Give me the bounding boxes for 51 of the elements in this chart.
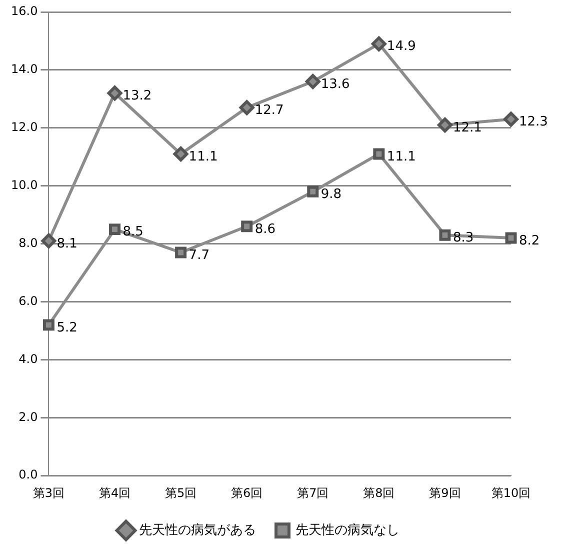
data-label: 8.3 [452,230,474,246]
legend-label: 先天性の病気がある [139,522,256,538]
point [107,86,122,101]
point [175,246,187,258]
x-tick-label: 第10回 [491,486,531,500]
point [42,319,54,331]
data-label: 12.3 [519,114,548,130]
data-label: 8.5 [122,224,144,240]
y-tick-label: 12.0 [11,120,38,134]
data-label: 12.7 [254,102,284,118]
y-tick-label: 10.0 [11,178,38,192]
point [437,118,452,133]
data-label: 8.6 [254,222,276,237]
y-tick-label: 14.0 [11,62,38,76]
x-tick-label: 第3回 [32,486,65,500]
point [307,186,319,198]
x-tick-label: 第9回 [429,486,461,500]
x-tick-label: 第8回 [363,486,395,500]
y-tick-label: 8.0 [18,236,38,250]
data-label: 11.1 [386,149,416,164]
point [504,112,518,127]
data-label: 9.8 [320,187,342,202]
point [505,232,517,244]
point [373,148,385,160]
y-tick-label: 6.0 [18,294,38,308]
point [41,233,56,248]
data-label: 8.2 [519,233,540,248]
y-tick-label: 0.0 [18,468,38,482]
data-label: 13.6 [320,76,350,92]
y-tick-label: 4.0 [18,352,38,366]
point [371,36,386,52]
x-tick-label: 第6回 [231,486,263,500]
legend-label: 先天性の病気なし [296,522,400,538]
data-label: 13.2 [122,88,152,104]
x-tick-label: 第7回 [297,486,329,500]
y-tick-label: 2.0 [18,410,38,424]
x-tick-label: 第5回 [164,486,197,500]
data-label: 7.7 [188,248,210,263]
point [305,74,320,90]
data-label: 12.1 [452,120,482,136]
data-label: 14.9 [386,39,416,54]
point [109,224,120,236]
data-label: 8.1 [56,236,78,252]
y-tick-label: 16.0 [11,4,38,18]
point [239,100,254,116]
data-label: 11.1 [188,149,218,164]
point [241,220,253,232]
point [173,146,188,162]
point [439,229,451,241]
data-label: 5.2 [56,320,78,336]
x-tick-label: 第4回 [98,486,131,500]
